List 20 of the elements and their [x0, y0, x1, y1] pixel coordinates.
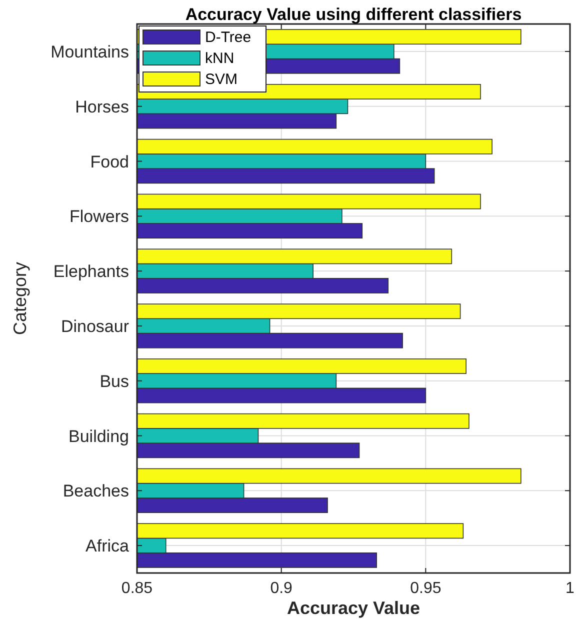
y-axis-title: Category — [10, 262, 30, 336]
x-tick-label: 1 — [566, 580, 575, 597]
y-tick-label: Beaches — [62, 482, 129, 501]
x-tick-label: 0.85 — [121, 580, 153, 597]
x-tick-label: 0.9 — [270, 580, 293, 597]
legend-label: D-Tree — [205, 29, 252, 46]
y-tick-label: Food — [90, 152, 129, 172]
legend-label: kNN — [205, 50, 234, 67]
y-tick-label: Bus — [100, 372, 129, 391]
y-tick-label: Flowers — [69, 207, 129, 226]
y-tick-label: Africa — [86, 536, 130, 556]
y-tick-label: Building — [68, 426, 129, 446]
y-tick-label: Dinosaur — [60, 316, 130, 336]
x-tick-label: 0.95 — [410, 580, 442, 597]
y-tick-label: Elephants — [53, 262, 129, 282]
x-axis-title: Accuracy Value — [286, 598, 420, 618]
y-tick-label: Horses — [75, 97, 129, 116]
y-tick-label: Mountains — [50, 42, 129, 62]
chart-title: Accuracy Value using different classifiers — [185, 5, 522, 24]
legend-label: SVM — [205, 71, 238, 88]
